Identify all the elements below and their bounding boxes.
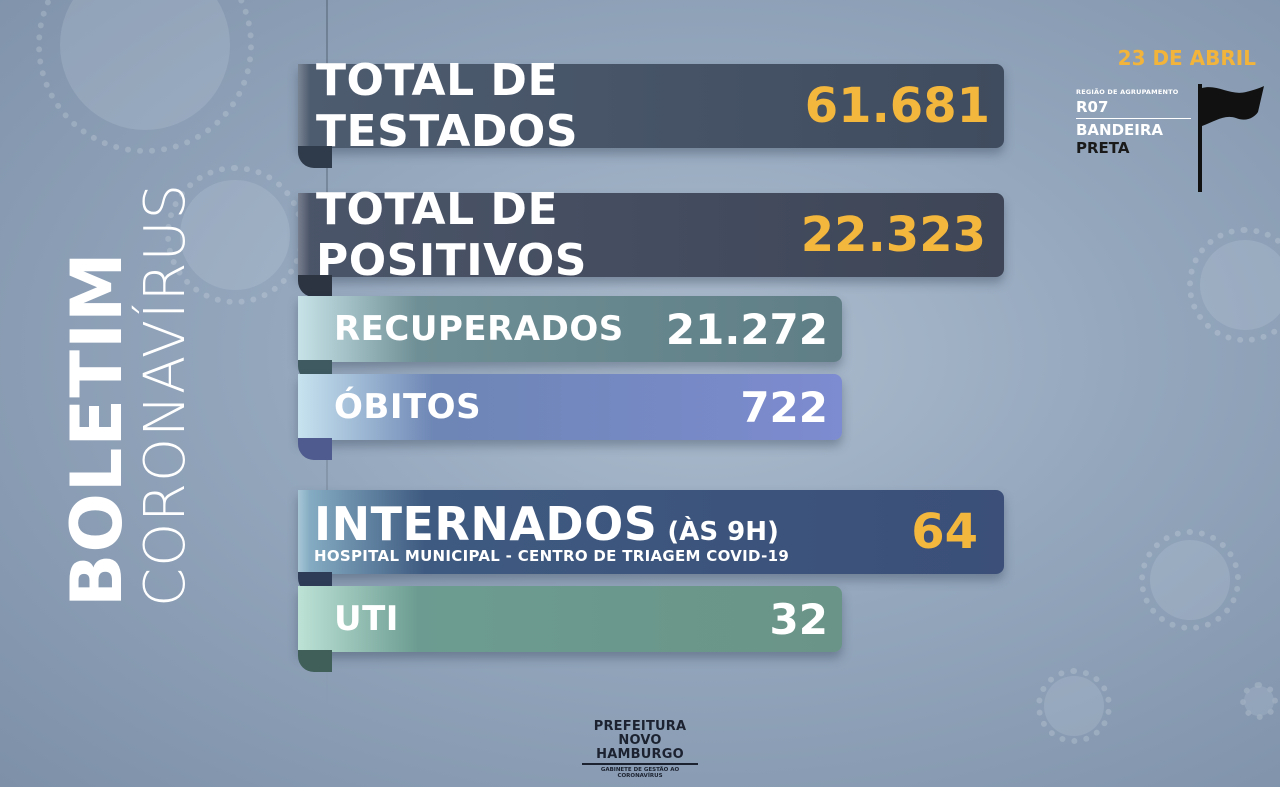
virus-decoration-icon	[1239, 681, 1279, 721]
logo-line3: GABINETE DE GESTÃO AO CORONAVÍRUS	[600, 767, 680, 779]
logo-line2: NOVO HAMBURGO	[582, 734, 698, 765]
virus-decoration-icon	[1138, 528, 1242, 632]
recovered-label: RECUPERADOS	[334, 309, 624, 349]
positive-value: 22.323	[800, 207, 986, 263]
virus-decoration-icon	[164, 164, 306, 306]
side-title-block: BOLETIM CORONAVÍRUS	[52, 180, 202, 610]
icu-value: 32	[769, 594, 828, 644]
logo-line1: PREFEITURA	[593, 719, 687, 734]
virus-decoration-icon	[36, 0, 254, 154]
hospitalized-value: 64	[911, 504, 978, 560]
region-code: R07	[1076, 98, 1191, 119]
ribbon-curl	[298, 146, 332, 168]
deaths-ribbon: ÓBITOS 722	[298, 374, 842, 460]
black-flag-icon	[1198, 84, 1264, 192]
region-label: REGIÃO DE AGRUPAMENTO	[1076, 88, 1179, 96]
ribbon-curl	[298, 275, 332, 297]
hospitalized-text: INTERNADOS (ÀS 9H) HOSPITAL MUNICIPAL - …	[314, 499, 789, 565]
positive-label: TOTAL DE POSITIVOS	[316, 184, 587, 286]
virus-decoration-icon	[1035, 667, 1113, 745]
ribbon-curl	[298, 438, 332, 460]
recovered-value: 21.272	[665, 304, 828, 354]
city-hall-logo: PREFEITURA NOVO HAMBURGO GABINETE DE GES…	[582, 720, 698, 779]
hospitalized-time-note: (ÀS 9H)	[667, 517, 779, 547]
icu-label: UTI	[334, 599, 399, 639]
bulletin-date: 23 DE ABRIL	[1117, 46, 1256, 70]
ribbon-curl	[298, 650, 332, 672]
deaths-label: ÓBITOS	[334, 387, 482, 427]
flag-status-line1: BANDEIRA	[1076, 121, 1164, 139]
positive-ribbon: TOTAL DE POSITIVOS 22.323	[298, 184, 1004, 297]
recovered-ribbon: RECUPERADOS 21.272	[298, 296, 842, 382]
hospitalized-label: INTERNADOS	[314, 497, 658, 551]
flag-status-line2: PRETA	[1076, 139, 1130, 157]
tested-label: TOTAL DE TESTADOS	[316, 55, 579, 157]
bulletin-subtitle: CORONAVÍRUS	[133, 182, 198, 608]
icu-ribbon: UTI 32	[298, 586, 842, 672]
hospitalized-ribbon: INTERNADOS (ÀS 9H) HOSPITAL MUNICIPAL - …	[298, 490, 1004, 594]
virus-decoration-icon	[1187, 227, 1280, 343]
tested-value: 61.681	[804, 78, 990, 134]
tested-ribbon: TOTAL DE TESTADOS 61.681	[298, 55, 1004, 168]
bulletin-title: BOLETIM	[56, 251, 138, 608]
hospitalized-sublabel: HOSPITAL MUNICIPAL - CENTRO DE TRIAGEM C…	[314, 547, 790, 565]
deaths-value: 722	[740, 382, 828, 432]
region-block: REGIÃO DE AGRUPAMENTO R07 BANDEIRA PRETA	[1076, 88, 1191, 157]
